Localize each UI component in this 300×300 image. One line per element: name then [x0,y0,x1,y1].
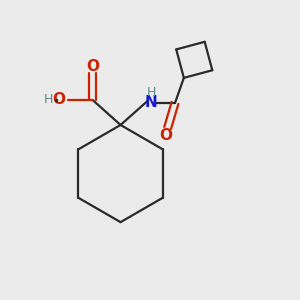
Text: N: N [145,95,158,110]
Text: H: H [44,93,53,106]
Text: O: O [160,128,173,143]
Text: H: H [147,86,156,99]
Text: O: O [52,92,65,107]
Text: O: O [86,58,99,74]
